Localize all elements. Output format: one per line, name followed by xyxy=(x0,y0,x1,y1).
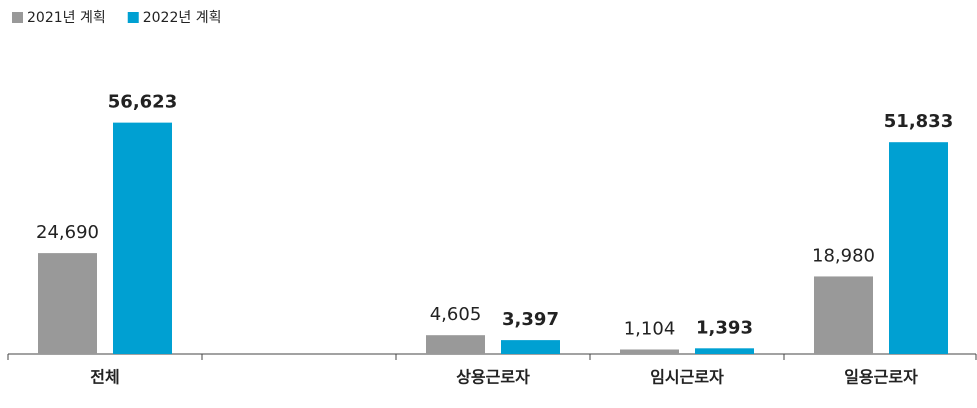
bar xyxy=(38,253,97,354)
data-label: 1,104 xyxy=(624,318,676,339)
x-tick-label: 전체 xyxy=(90,368,119,387)
bar xyxy=(113,122,172,354)
legend-swatch xyxy=(12,12,23,23)
bar xyxy=(426,335,485,354)
bar xyxy=(501,340,560,354)
legend-label: 2022년 계획 xyxy=(143,10,222,26)
x-tick-label: 상용근로자 xyxy=(456,368,530,387)
data-label: 4,605 xyxy=(430,304,482,325)
data-label: 56,623 xyxy=(108,92,177,113)
bar xyxy=(814,276,873,354)
bar xyxy=(695,348,754,354)
data-label: 1,393 xyxy=(696,317,753,338)
legend-label: 2021년 계획 xyxy=(27,10,106,26)
bar xyxy=(620,349,679,354)
data-label: 18,980 xyxy=(812,245,875,266)
data-label: 51,833 xyxy=(884,111,953,132)
data-label: 24,690 xyxy=(36,222,99,243)
x-tick-label: 일용근로자 xyxy=(844,368,918,387)
legend-swatch xyxy=(127,12,139,23)
x-tick-label: 임시근로자 xyxy=(650,368,724,387)
bar xyxy=(889,142,948,354)
data-label: 3,397 xyxy=(502,309,559,330)
